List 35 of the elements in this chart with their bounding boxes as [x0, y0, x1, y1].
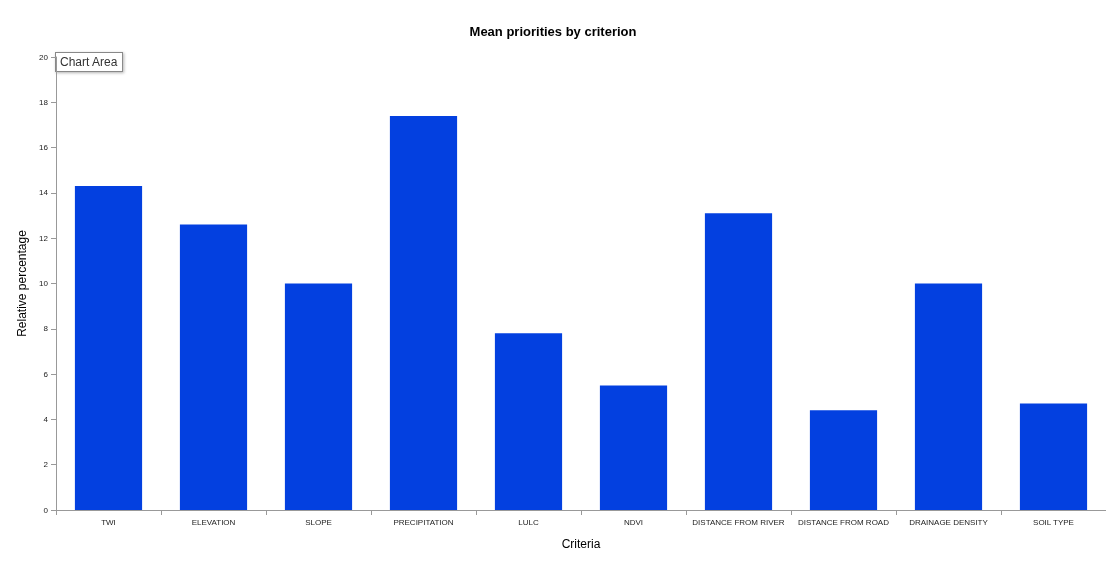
bar: [284, 283, 353, 510]
y-tick-label: 16: [39, 143, 49, 153]
bar: [704, 213, 773, 510]
x-tick-label: ELEVATION: [191, 517, 236, 527]
y-tick-label: 8: [43, 324, 49, 334]
y-tick-label: 12: [39, 233, 49, 243]
y-tick-label: 4: [43, 414, 49, 424]
annotation: Chart Area: [60, 55, 118, 69]
x-axis-title: Criteria: [561, 537, 601, 551]
y-tick-label: 20: [39, 52, 49, 62]
x-tick-label: LULC: [518, 517, 539, 527]
bar: [1019, 403, 1088, 510]
y-tick-label: 14: [39, 188, 49, 198]
bar: [599, 385, 668, 510]
x-tick-label: DISTANCE FROM RIVER: [692, 517, 785, 527]
x-tick-label: DISTANCE FROM ROAD: [798, 517, 890, 527]
y-axis-title: Relative percentage: [15, 229, 30, 337]
y-tick-label: 0: [43, 505, 49, 515]
y-tick-label: 10: [39, 279, 49, 288]
bar: [74, 186, 143, 510]
x-tick-label: SOIL TYPE: [1033, 517, 1074, 527]
bar: [494, 333, 563, 510]
x-tick-label: NDVI: [623, 517, 644, 527]
bar: [809, 410, 878, 510]
bar: [914, 283, 983, 510]
y-tick-label: 2: [43, 460, 49, 470]
y-tick-label: 6: [43, 369, 49, 379]
bar: [179, 224, 248, 510]
bar: [389, 115, 458, 510]
x-tick-label: TWI: [101, 517, 116, 527]
chart-title: Mean priorities by criterion: [469, 24, 637, 39]
x-tick-label: PRECIPITATION: [393, 517, 454, 527]
y-tick-label: 18: [39, 97, 49, 107]
x-tick-label: DRAINAGE DENSITY: [909, 517, 989, 527]
x-tick-label: SLOPE: [305, 517, 332, 527]
